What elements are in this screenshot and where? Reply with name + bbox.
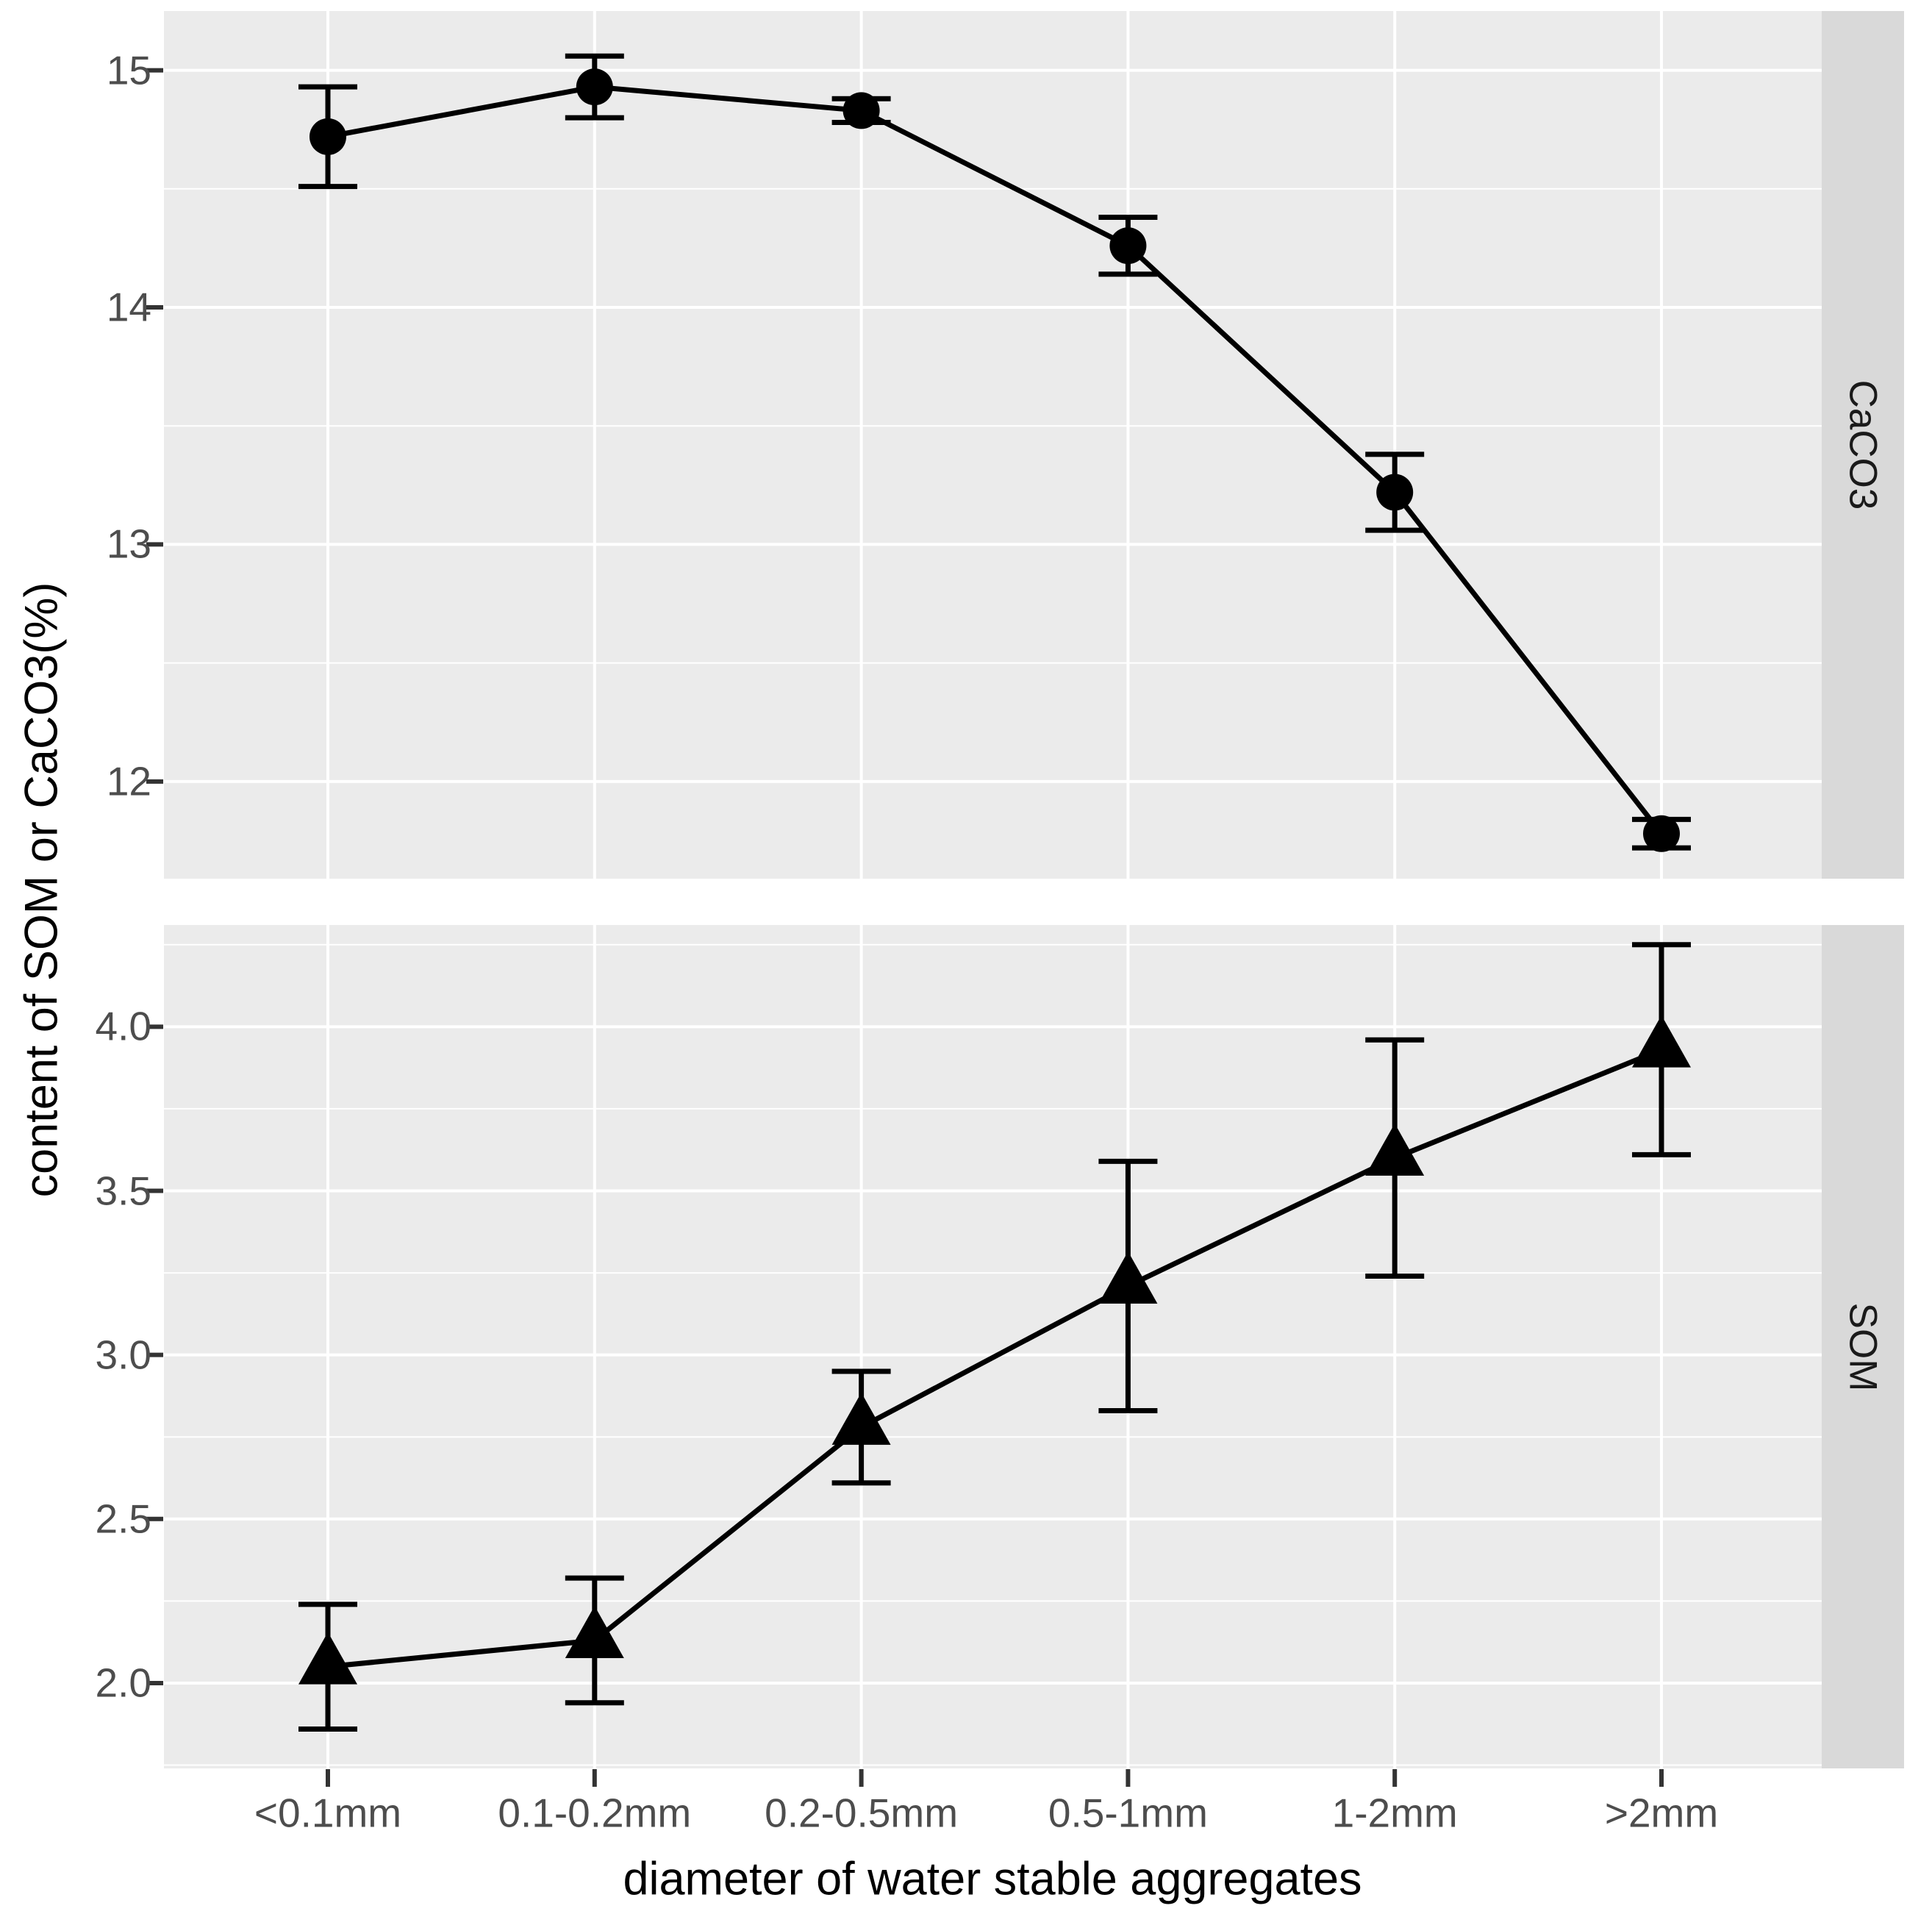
x-tick-label: 0.2-0.5mm xyxy=(765,1790,959,1836)
data-point xyxy=(1632,1015,1691,1068)
data-point xyxy=(831,1392,891,1445)
facet-strip-label-caco3: CaCO3 xyxy=(1841,379,1885,510)
x-tick-label: 0.5-1mm xyxy=(1048,1790,1208,1836)
x-tick-label: >2mm xyxy=(1604,1790,1719,1836)
y-tick-label: 2.0 xyxy=(95,1660,151,1706)
x-tick-label: 1-2mm xyxy=(1331,1790,1458,1836)
data-point xyxy=(576,68,613,106)
data-point xyxy=(298,1632,357,1685)
data-point xyxy=(565,1605,624,1658)
x-tick-label: <0.1mm xyxy=(254,1790,402,1836)
panel-caco3 xyxy=(164,11,1822,879)
x-axis-title: diameter of water stable aggregates xyxy=(623,1853,1362,1905)
y-axis-title: content of SOM or CaCO3(%) xyxy=(15,582,68,1198)
y-tick-label: 3.0 xyxy=(95,1332,151,1378)
data-point xyxy=(1109,227,1147,265)
y-tick-label: 13 xyxy=(106,521,151,567)
y-tick-label: 3.5 xyxy=(95,1168,151,1213)
y-tick-label: 14 xyxy=(106,284,151,330)
facet-strip-som xyxy=(1822,925,1904,1768)
y-tick-label: 15 xyxy=(106,47,151,93)
data-point xyxy=(842,92,880,129)
panel-som xyxy=(164,925,1822,1768)
data-point xyxy=(1643,815,1680,852)
y-tick-label: 2.5 xyxy=(95,1496,151,1542)
data-point xyxy=(1376,474,1414,511)
y-tick-label: 12 xyxy=(106,758,151,804)
series-line-som xyxy=(327,1047,1663,1670)
facet-strip-label-som: SOM xyxy=(1841,1302,1885,1391)
data-point xyxy=(310,118,346,155)
data-point xyxy=(1365,1123,1425,1176)
y-tick-label: 4.0 xyxy=(95,1003,151,1049)
series-line-caco3 xyxy=(327,84,1664,835)
x-tick-label: 0.1-0.2mm xyxy=(498,1790,692,1836)
facet-strip-caco3 xyxy=(1822,11,1904,879)
data-point xyxy=(1098,1251,1158,1304)
